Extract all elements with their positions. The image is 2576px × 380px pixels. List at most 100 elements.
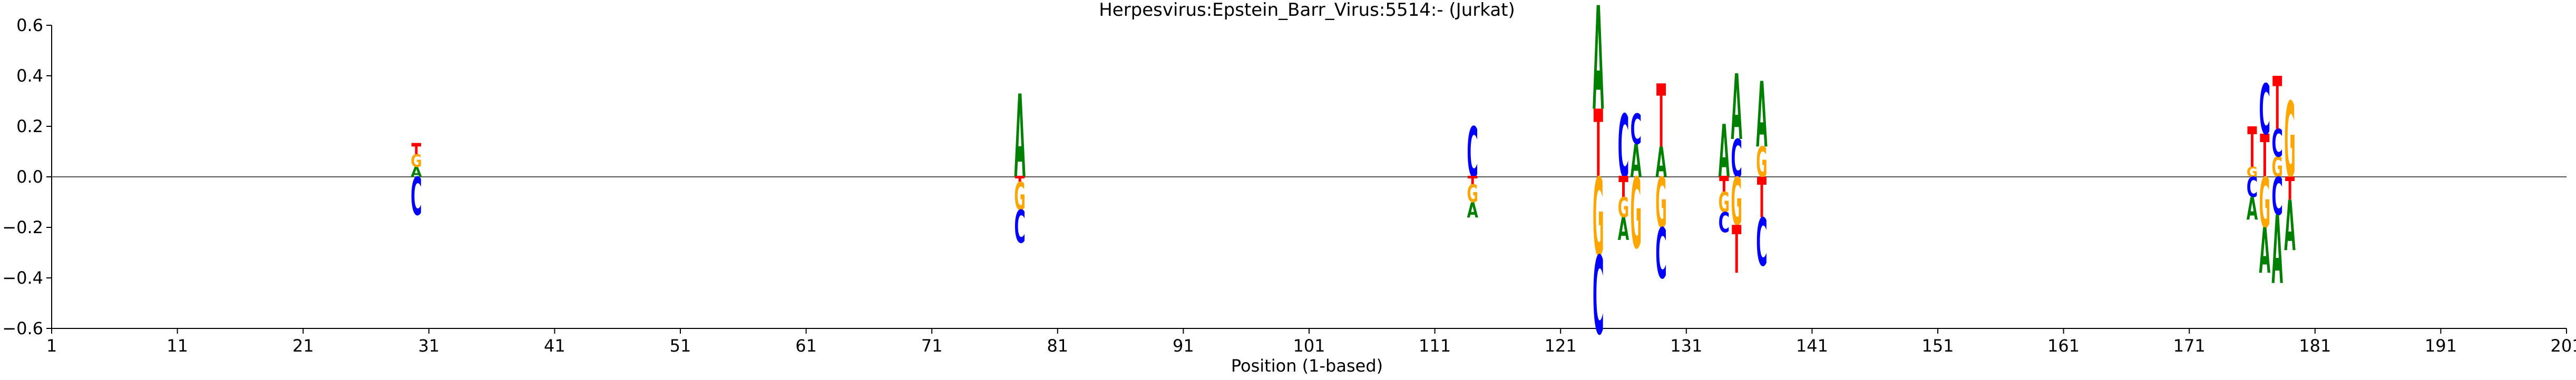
chart-title: Herpesvirus:Epstein_Barr_Virus:5514:- (J…: [1099, 0, 1515, 21]
logo-letter-G: G: [1719, 186, 1730, 219]
logo-letter-G: G: [1756, 138, 1767, 187]
logo-letter-A: A: [1014, 71, 1025, 204]
logo-letter-C: C: [1756, 205, 1767, 282]
letter-glyph: A: [1731, 55, 1742, 161]
axes: −0.6−0.4−0.20.00.20.40.61 11 21 31 41 51 61 71 8…: [2, 15, 2576, 356]
x-tick-label: 141: [1796, 336, 1828, 356]
logo-letter-C: C: [411, 167, 422, 227]
x-tick-label: 1: [46, 336, 57, 356]
letter-glyph: G: [1631, 158, 1642, 271]
logo-letter-T: [1015, 176, 1025, 182]
letter-glyph: A: [1655, 138, 1667, 187]
logo-letter-C: C: [1618, 96, 1629, 197]
letter-glyph: G: [411, 151, 422, 172]
letter-T-stem: [415, 144, 418, 154]
logo-letter-G: G: [1655, 164, 1666, 244]
logo-letter-G: G: [1467, 179, 1478, 208]
logo-letter-T: [411, 143, 422, 154]
letter-glyph: G: [1731, 164, 1742, 241]
x-tick-label: 111: [1419, 336, 1451, 356]
logo-letter-G: G: [1618, 191, 1629, 224]
letter-glyph: C: [1731, 129, 1742, 189]
logo-letter-A: A: [2271, 197, 2282, 306]
x-tick-label: 71: [921, 336, 943, 356]
letter-glyph: T: [2272, 62, 2282, 146]
x-tick-label: 171: [2173, 336, 2206, 356]
letter-glyph: A: [1014, 71, 1025, 204]
logo-letter-C: C: [1731, 129, 1742, 189]
letter-glyph: A: [1467, 198, 1478, 223]
logo-letter-A: A: [2284, 187, 2296, 267]
letter-glyph: A: [1618, 211, 1629, 247]
letter-T-head: [1468, 176, 1478, 179]
logo-letter-G: G: [2259, 164, 2270, 244]
letter-glyph: A: [1593, 0, 1604, 143]
letter-glyph: G: [1467, 179, 1478, 208]
logo-letter-G: G: [1593, 156, 1604, 281]
logo-letter-C: C: [2259, 70, 2270, 151]
logo-letter-G: G: [2247, 165, 2258, 181]
letter-glyph: C: [1593, 235, 1604, 359]
letter-glyph: C: [1467, 113, 1478, 194]
letter-glyph: A: [411, 165, 422, 181]
letter-glyph: T: [2247, 116, 2257, 181]
logo-letter-G: G: [1631, 158, 1642, 271]
y-tick-label: −0.2: [2, 217, 43, 237]
letter-glyph: A: [2247, 191, 2258, 227]
logo-letter-C: C: [1655, 214, 1666, 295]
letter-glyph: C: [2259, 70, 2270, 151]
letter-glyph: A: [2284, 187, 2296, 267]
logo-letter-A: A: [411, 165, 422, 181]
x-tick-label: 181: [2299, 336, 2331, 356]
logo-letter-C: C: [2247, 172, 2258, 204]
y-tick-label: 0.2: [16, 116, 43, 136]
letter-glyph: G: [1014, 174, 1025, 219]
letter-glyph: A: [1756, 63, 1767, 168]
logo-letter-A: A: [1618, 211, 1629, 247]
logo-letter-G: G: [1014, 174, 1025, 219]
letter-glyph: C: [1719, 207, 1730, 239]
letter-glyph: C: [1756, 205, 1767, 282]
x-tick-label: 91: [1173, 336, 1194, 356]
logo-letter-A: A: [1467, 198, 1478, 223]
letter-glyph: T: [2285, 171, 2295, 207]
letter-glyph: G: [2247, 165, 2258, 181]
letter-glyph: C: [411, 167, 422, 227]
logo-letter-T: [1719, 176, 1729, 192]
x-tick-label: 101: [1293, 336, 1325, 356]
letter-glyph: T: [1732, 213, 1741, 289]
letter-T-stem: [1722, 177, 1725, 192]
logo-letter-T: T: [1594, 90, 1603, 199]
logo-letter-T: T: [1656, 66, 1666, 167]
letter-glyph: G: [2271, 151, 2282, 184]
letter-T-stem: [1018, 177, 1021, 182]
x-tick-label: 21: [292, 336, 314, 356]
x-tick-label: 11: [167, 336, 188, 356]
letter-glyph: A: [1719, 109, 1730, 194]
letter-glyph: A: [1631, 136, 1642, 188]
letter-glyph: T: [1757, 167, 1767, 231]
letter-glyph: G: [1655, 164, 1666, 244]
x-tick-label: 151: [1921, 336, 1954, 356]
logo-letter-A: A: [1593, 0, 1604, 143]
logo-letter-T: T: [1757, 167, 1767, 231]
x-tick-label: 41: [544, 336, 565, 356]
letter-glyph: A: [2259, 216, 2271, 288]
logo-letter-C: C: [2271, 122, 2282, 166]
letter-T-head: [1719, 176, 1729, 182]
logo-letter-G: G: [411, 151, 422, 172]
letter-glyph: C: [1655, 214, 1666, 295]
x-tick-label: 191: [2425, 336, 2457, 356]
logo-letter-A: A: [2247, 191, 2258, 227]
logo-letter-A: A: [1631, 136, 1642, 188]
logo-letter-A: A: [1719, 109, 1730, 194]
letter-glyph: T: [1594, 90, 1603, 199]
letter-glyph: C: [1618, 96, 1629, 197]
logo-letter-A: A: [1731, 55, 1742, 161]
letter-glyph: C: [2247, 172, 2258, 204]
letter-T-head: [411, 143, 422, 147]
letter-glyph: T: [1656, 66, 1666, 167]
logo-letter-T: T: [2285, 171, 2295, 207]
